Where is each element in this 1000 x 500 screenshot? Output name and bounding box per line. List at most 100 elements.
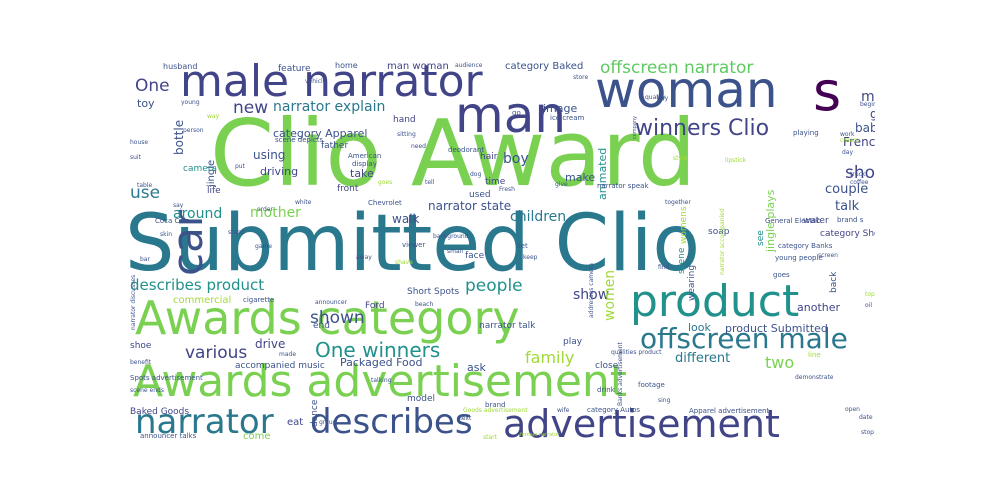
word-white: white — [295, 199, 312, 206]
word-screen: screen — [818, 252, 838, 259]
word-describes: describes — [310, 402, 473, 440]
word-beach: beach — [415, 301, 434, 308]
word-couple: couple — [825, 182, 869, 197]
word-sitting: sitting — [397, 131, 416, 138]
word-walk: walk — [392, 212, 420, 226]
word-away: away — [356, 254, 372, 261]
word-lipstick: lipstick — [725, 157, 747, 164]
word-time: time — [485, 177, 506, 187]
word-dog: dog — [470, 171, 482, 178]
word-look: look — [688, 321, 711, 334]
word-shot: shot — [845, 163, 875, 183]
word-date: date — [859, 414, 873, 421]
word-boy: boy — [503, 151, 529, 167]
word-vehicle: vehicle — [305, 78, 327, 85]
word-fresh: Fresh — [499, 186, 515, 193]
word-next: next — [458, 415, 472, 422]
word-category-baked: category Baked — [505, 61, 584, 72]
word-new: new — [233, 98, 269, 118]
word-scene: scene — [677, 247, 687, 274]
word-cloud: Clio Award Submitted Clio Awards adverti… — [125, 60, 875, 440]
word-truck: truck — [850, 171, 866, 178]
word-offscreen-narrator: offscreen narrator — [600, 60, 754, 78]
word-cigarette: cigarette — [243, 296, 275, 304]
word-background: background — [433, 233, 469, 240]
word-open: open — [845, 406, 860, 413]
word-start: start — [483, 434, 497, 441]
word-hair: hair — [480, 152, 498, 162]
word-chevrolet: Chevrolet — [368, 199, 402, 207]
word-image: image — [543, 102, 578, 115]
word-baby: baby — [855, 121, 875, 135]
word-style: style — [673, 155, 688, 162]
word-wife: wife — [557, 407, 570, 414]
word-man-woman: man woman — [387, 61, 449, 72]
word-line: line — [808, 351, 821, 359]
word-stand: stand — [228, 229, 245, 236]
word-driving: driving — [260, 165, 299, 178]
word-find: find — [658, 264, 670, 271]
word-category-apparel: category Apparel — [273, 127, 368, 140]
word-eat: eat — [287, 417, 304, 428]
word-end: end — [313, 321, 330, 331]
word-men: men — [861, 89, 875, 105]
word-shoe: shoe — [130, 341, 152, 351]
word-baked-goods: Baked Goods — [130, 407, 190, 417]
word-work: work — [840, 131, 855, 138]
word-category-short: category Short — [820, 229, 875, 239]
word-narrator-explain: narrator explain — [273, 99, 386, 115]
word-come: come — [243, 431, 271, 441]
word-father: father — [321, 141, 349, 151]
word-table: table — [137, 182, 153, 189]
word-offscreen-male: offscreen male — [640, 322, 848, 355]
word-describes-product: describes product — [130, 276, 265, 294]
word-narrator-accompanied: narrator accompanied — [719, 208, 726, 275]
word-water: water — [803, 216, 829, 226]
word-feature: feature — [278, 64, 311, 74]
word-young-people: young people — [775, 254, 823, 262]
word-another: another — [797, 301, 841, 314]
word-women: women — [602, 269, 618, 321]
word-say: say — [173, 202, 184, 209]
word-ford: Ford — [365, 301, 385, 311]
word-drive: drive — [255, 337, 286, 351]
word-different: different — [675, 351, 731, 366]
word-viewer: viewer — [402, 241, 426, 249]
word-narrator-talk: narrator talk — [479, 321, 536, 331]
word-bottle: bottle — [172, 119, 186, 155]
word-tell: tell — [425, 179, 435, 186]
word-front: front — [337, 184, 359, 194]
word-set: set — [517, 242, 528, 250]
word-playing: playing — [793, 129, 819, 137]
word-toy: toy — [137, 97, 155, 110]
word-drink: drink — [597, 386, 615, 394]
word-category-autos: category Autos — [587, 406, 641, 414]
word-awards-advertisement: Awards advertisement — [133, 356, 628, 407]
word-narrator-speak: narrator speak — [597, 182, 649, 190]
word-goods-advertisement: Goods advertisement — [463, 407, 528, 414]
word-family: family — [525, 348, 575, 367]
word-buy: buy — [657, 95, 669, 102]
word-store: store — [573, 74, 589, 81]
word-talk: talk — [835, 199, 860, 214]
word-put: put — [235, 163, 245, 170]
word-coca-cola: Coca Cola — [155, 217, 190, 225]
word-general-electric: General Electric — [765, 217, 821, 225]
word-children: children — [510, 209, 567, 225]
word-person: person — [183, 127, 204, 134]
word-demonstrate: demonstrate — [795, 374, 834, 381]
word-together: together — [665, 199, 691, 206]
word-various: various — [185, 343, 248, 363]
word-narrator-state: narrator state — [428, 199, 512, 213]
word-shown: shown — [310, 308, 365, 328]
word-made: made — [279, 351, 297, 358]
word-see: see — [756, 230, 766, 246]
word-soap: soap — [708, 227, 730, 237]
word-animated: animated — [596, 147, 609, 200]
word-ice-cream: ice cream — [550, 114, 585, 122]
word-footage: footage — [638, 381, 665, 389]
word-male-narrator: male narrator — [180, 60, 483, 107]
word-ask: ask — [467, 361, 486, 374]
word-benefit: benefit — [130, 359, 152, 366]
word-announcer-talks: announcer talks — [140, 432, 197, 440]
